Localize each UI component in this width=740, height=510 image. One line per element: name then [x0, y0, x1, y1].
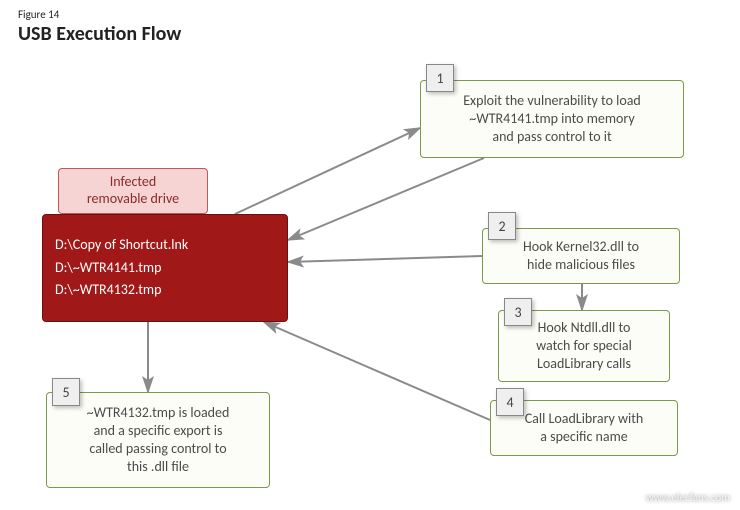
drive-line: D:\~WTR4132.tmp	[55, 279, 275, 301]
flow-node-line: ~WTR4132.tmp is loaded	[87, 404, 230, 422]
watermark-text: www.elecfans.com	[646, 491, 730, 504]
flow-node-line: Hook Kernel32.dll to	[523, 238, 639, 256]
flow-node-line: this .dll file	[127, 458, 189, 476]
flow-node-line: called passing control to	[89, 440, 226, 458]
flow-node-line: LoadLibrary calls	[537, 355, 631, 373]
step-badge-number: 1	[436, 70, 443, 87]
infected-line1: Infected	[110, 174, 156, 191]
flow-node-line: watch for special	[536, 337, 632, 355]
step-badge-number: 3	[514, 304, 521, 321]
flow-node-line: a specific name	[540, 428, 628, 446]
flow-node-line: ~WTR4141.tmp into memory	[469, 110, 634, 128]
arrow-a_drive_to_1	[235, 128, 420, 214]
flow-node-5: ~WTR4132.tmp is loadedand a specific exp…	[46, 392, 270, 488]
step-badge-5: 5	[52, 378, 80, 406]
step-badge-3: 3	[504, 298, 532, 326]
drive-file-list: D:\Copy of Shortcut.lnk D:\~WTR4141.tmp …	[42, 214, 288, 322]
step-badge-2: 2	[488, 212, 516, 240]
flow-node-line: Call LoadLibrary with	[525, 410, 644, 428]
figure-title: USB Execution Flow	[18, 22, 181, 46]
arrow-a_2_to_drive	[288, 256, 482, 262]
flow-node-line: hide malicious files	[527, 256, 635, 274]
flow-node-line: and pass control to it	[492, 128, 611, 146]
drive-line: D:\Copy of Shortcut.lnk	[55, 234, 275, 256]
step-badge-number: 4	[506, 394, 513, 411]
drive-line: D:\~WTR4141.tmp	[55, 257, 275, 279]
figure-number: Figure 14	[18, 8, 59, 21]
arrow-a_1_to_drive	[288, 158, 484, 240]
diagram-canvas: Figure 14 USB Execution Flow Infected re…	[0, 0, 740, 510]
flow-node-1: Exploit the vulnerability to load~WTR414…	[420, 80, 684, 158]
step-badge-number: 5	[62, 384, 69, 401]
step-badge-4: 4	[496, 388, 524, 416]
flow-node-line: Exploit the vulnerability to load	[463, 92, 641, 110]
step-badge-number: 2	[498, 218, 505, 235]
infected-line2: removable drive	[87, 191, 179, 208]
flow-node-line: Hook Ntdll.dll to	[538, 319, 631, 337]
flow-node-line: and a specific export is	[94, 422, 223, 440]
arrow-a_4_to_drive	[264, 322, 490, 420]
infected-drive-label: Infected removable drive	[58, 168, 208, 214]
step-badge-1: 1	[426, 64, 454, 92]
